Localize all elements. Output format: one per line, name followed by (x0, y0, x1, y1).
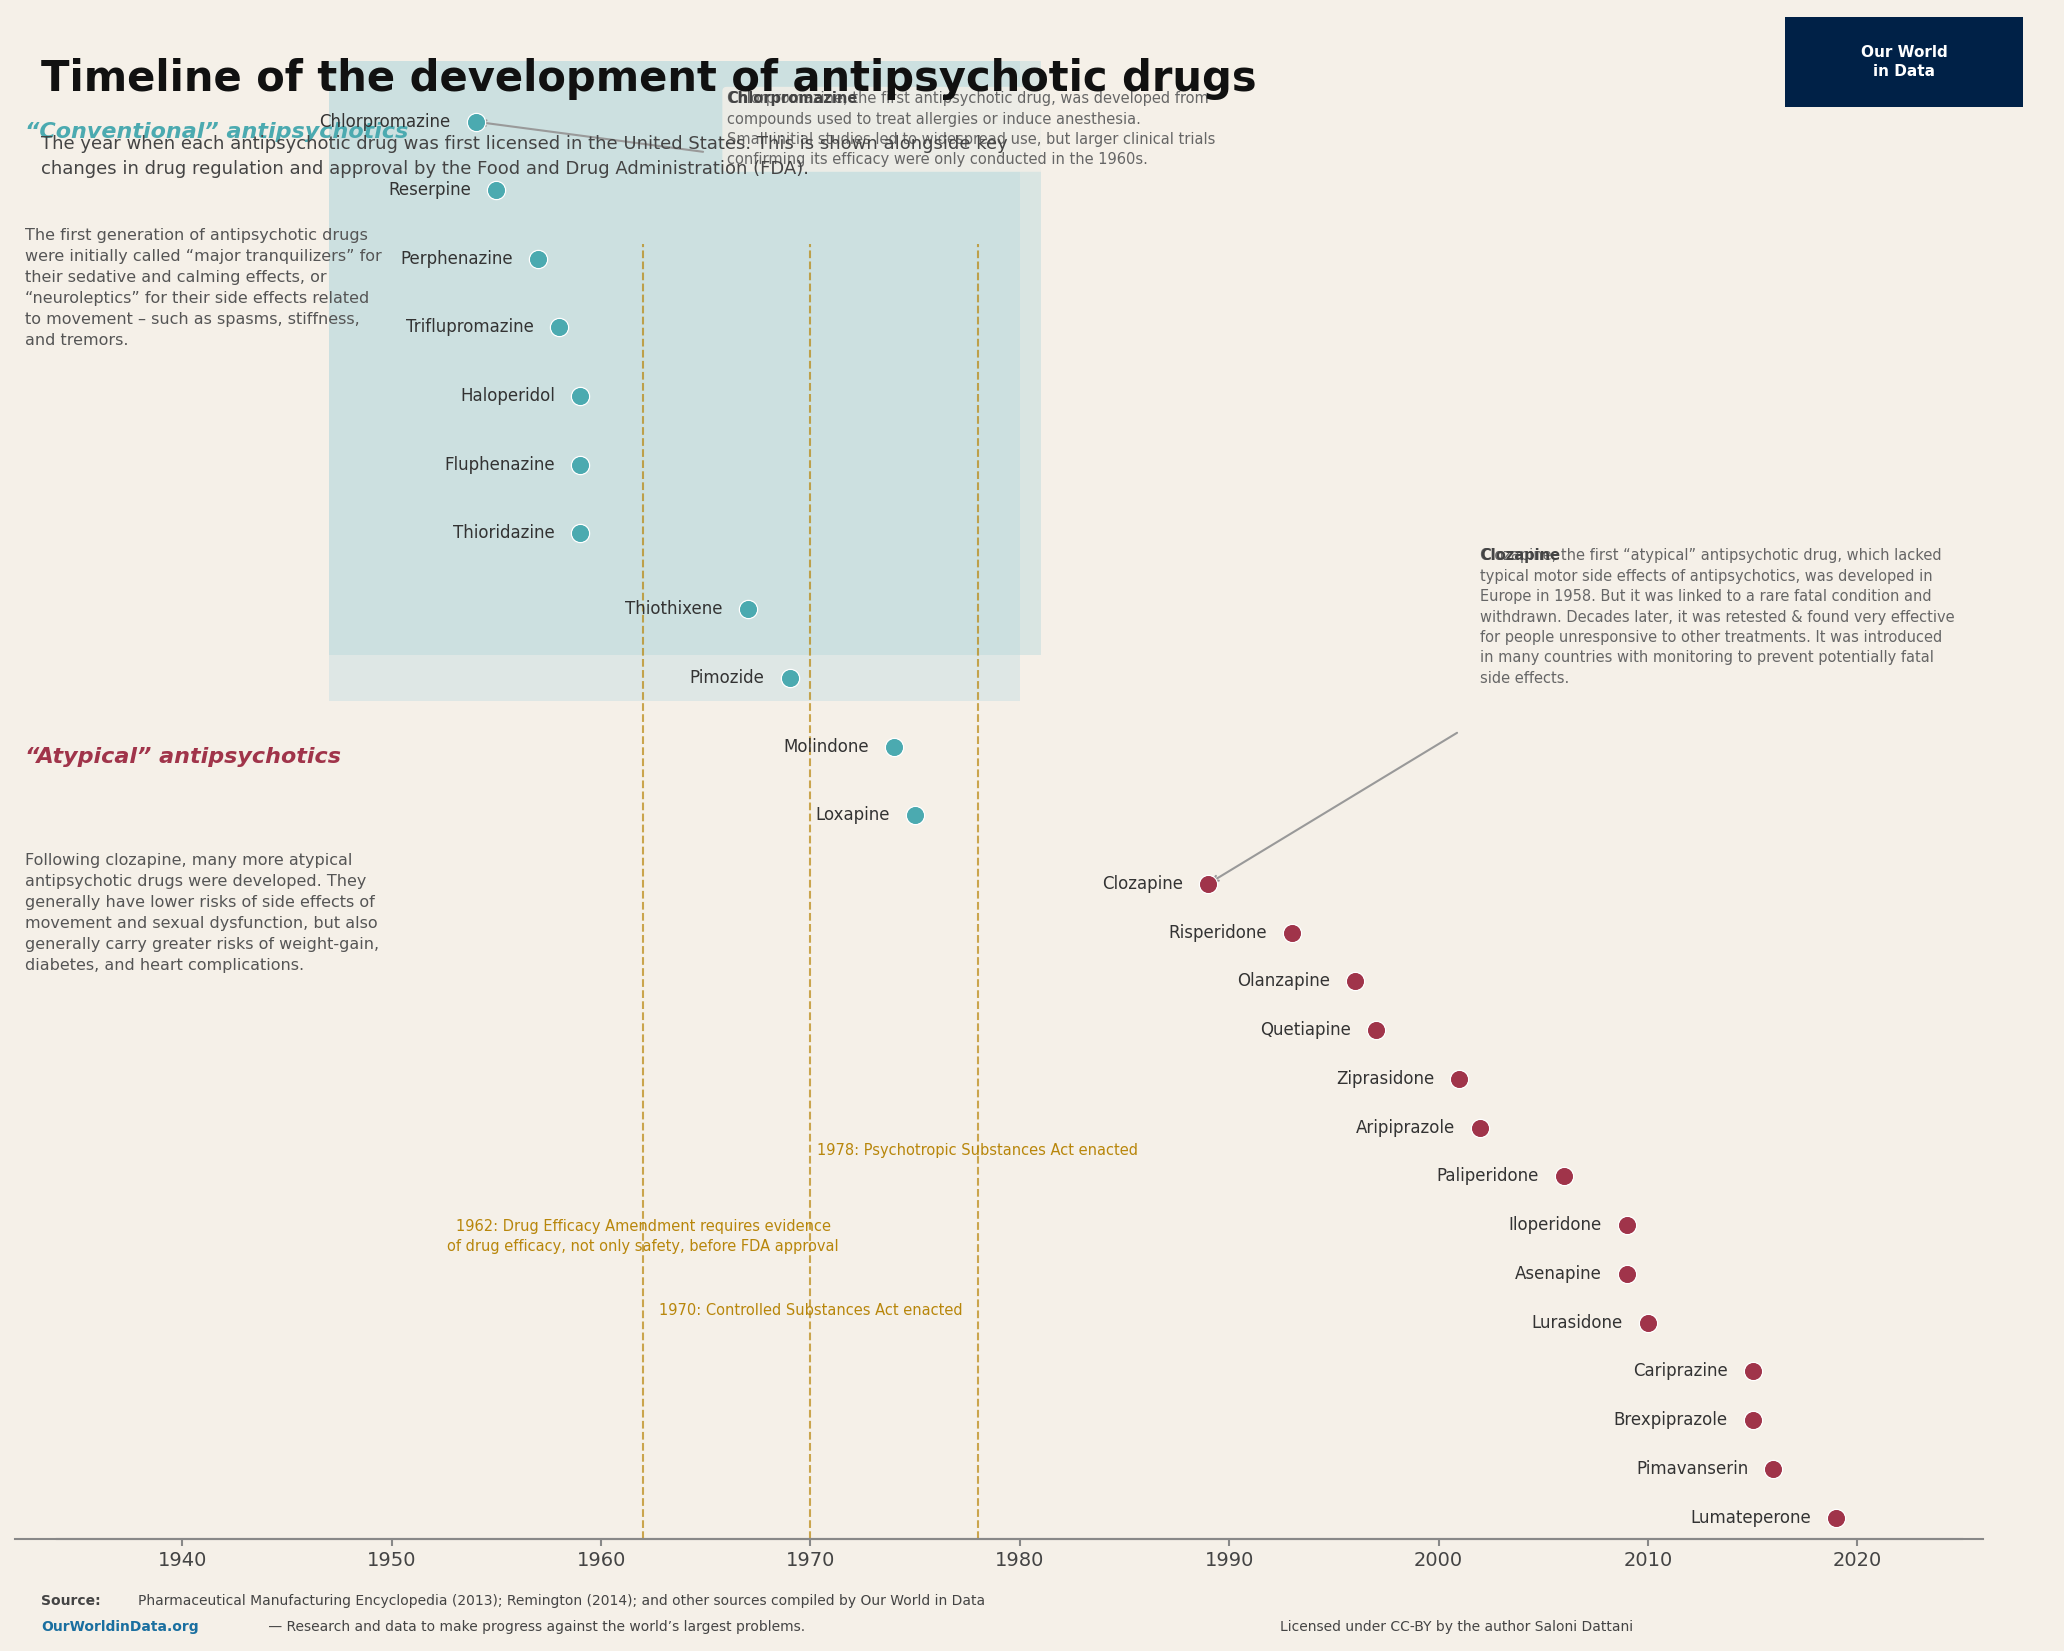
Text: — Research and data to make progress against the world’s largest problems.: — Research and data to make progress aga… (264, 1621, 805, 1634)
Text: Loxapine: Loxapine (815, 806, 890, 824)
Text: Paliperidone: Paliperidone (1437, 1167, 1540, 1185)
Text: Source:: Source: (41, 1595, 105, 1608)
Text: Lumateperone: Lumateperone (1690, 1509, 1810, 1527)
Polygon shape (328, 61, 1040, 655)
Text: Reserpine: Reserpine (388, 182, 471, 200)
Text: Following clozapine, many more atypical
antipsychotic drugs were developed. They: Following clozapine, many more atypical … (25, 854, 380, 974)
Text: Aripiprazole: Aripiprazole (1356, 1119, 1455, 1136)
Text: Olanzapine: Olanzapine (1236, 972, 1329, 991)
Text: Chlorpromazine: Chlorpromazine (320, 112, 450, 130)
Text: Cariprazine: Cariprazine (1633, 1362, 1728, 1380)
Text: Haloperidol: Haloperidol (460, 386, 555, 404)
Text: 1962: Drug Efficacy Amendment requires evidence
of drug efficacy, not only safet: 1962: Drug Efficacy Amendment requires e… (448, 1218, 838, 1253)
Text: Thiothixene: Thiothixene (625, 601, 722, 619)
Text: Chlorpromazine, the first antipsychotic drug, was developed from
compounds used : Chlorpromazine, the first antipsychotic … (727, 91, 1216, 167)
Text: Brexpiprazole: Brexpiprazole (1614, 1412, 1728, 1430)
Text: Iloperidone: Iloperidone (1509, 1217, 1602, 1235)
Text: Triflupromazine: Triflupromazine (407, 319, 535, 337)
Text: Timeline of the development of antipsychotic drugs: Timeline of the development of antipsych… (41, 58, 1257, 99)
Text: Fluphenazine: Fluphenazine (444, 456, 555, 474)
Text: Thioridazine: Thioridazine (454, 525, 555, 542)
Text: The year when each antipsychotic drug was first licensed in the United States. T: The year when each antipsychotic drug wa… (41, 135, 1007, 178)
Text: Molindone: Molindone (784, 738, 869, 756)
Text: “Atypical” antipsychotics: “Atypical” antipsychotics (25, 746, 341, 766)
Text: 1978: Psychotropic Substances Act enacted: 1978: Psychotropic Substances Act enacte… (817, 1142, 1139, 1157)
Text: Chlorpromazine: Chlorpromazine (727, 91, 857, 106)
Text: Asenapine: Asenapine (1515, 1265, 1602, 1283)
Text: “Conventional” antipsychotics: “Conventional” antipsychotics (25, 122, 409, 142)
Text: OurWorldinData.org: OurWorldinData.org (41, 1621, 198, 1634)
Text: The first generation of antipsychotic drugs
were initially called “major tranqui: The first generation of antipsychotic dr… (25, 228, 382, 348)
Text: 1970: Controlled Substances Act enacted: 1970: Controlled Substances Act enacted (658, 1303, 962, 1317)
Text: Quetiapine: Quetiapine (1259, 1020, 1350, 1038)
Text: Pimavanserin: Pimavanserin (1637, 1459, 1748, 1478)
Text: Perphenazine: Perphenazine (400, 249, 514, 267)
Text: Pharmaceutical Manufacturing Encyclopedia (2013); Remington (2014); and other so: Pharmaceutical Manufacturing Encyclopedi… (138, 1595, 985, 1608)
Bar (328, 61, 1020, 702)
Text: Licensed under CC-BY by the author Saloni Dattani: Licensed under CC-BY by the author Salon… (1280, 1621, 1633, 1634)
Text: Clozapine, the first “atypical” antipsychotic drug, which lacked
typical motor s: Clozapine, the first “atypical” antipsyc… (1480, 548, 1955, 685)
Text: Clozapine: Clozapine (1102, 875, 1183, 893)
Text: Risperidone: Risperidone (1168, 923, 1267, 941)
Text: Ziprasidone: Ziprasidone (1335, 1070, 1434, 1088)
Text: Clozapine: Clozapine (1480, 548, 1560, 563)
Text: Pimozide: Pimozide (689, 669, 764, 687)
Text: Lurasidone: Lurasidone (1531, 1314, 1622, 1332)
Text: Our World
in Data: Our World in Data (1860, 45, 1948, 79)
